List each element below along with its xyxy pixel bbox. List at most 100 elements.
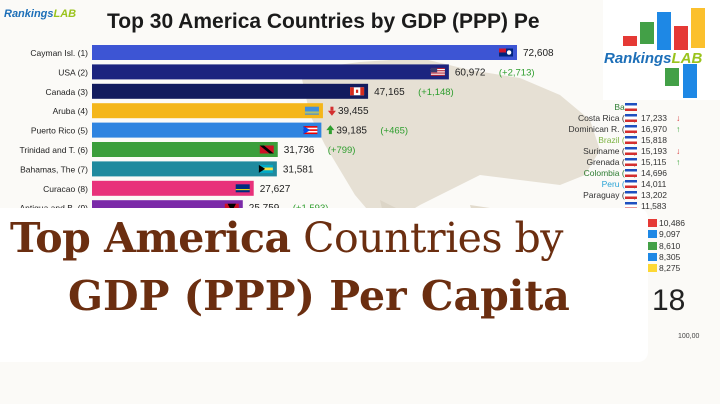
side-list-row: Colombia (22) 14,696 xyxy=(555,168,720,179)
side-list-label: Dominican R. (18) xyxy=(568,124,638,134)
flag-icon xyxy=(303,126,318,135)
bar xyxy=(92,103,323,119)
logo-bar xyxy=(657,12,671,50)
flag-icon xyxy=(259,145,274,154)
bar-change-label: (+2,713) xyxy=(499,67,535,78)
logo-bar xyxy=(674,26,688,50)
bar xyxy=(92,45,517,60)
logo-text: RankingsLAB xyxy=(604,50,703,67)
side-list-value: 8,305 xyxy=(659,251,681,262)
rankingslab-logo: RankingsLAB xyxy=(603,0,720,100)
side-list-value: 14,011 xyxy=(641,179,667,189)
flag-icon xyxy=(648,241,657,250)
bar-category-label: Cayman Isl. (1) xyxy=(30,48,88,58)
flag-icon xyxy=(304,106,319,115)
bar-change-label: (+799) xyxy=(328,145,356,156)
bar-value-label: 27,627 xyxy=(260,184,291,195)
bar-row: Curacao (8) 27,627 xyxy=(43,180,291,196)
flag-icon xyxy=(625,136,637,144)
brand-label: RankingsLAB xyxy=(4,8,77,20)
side-list-label: Brazil (19) xyxy=(598,135,637,145)
side-list-row: Barba xyxy=(555,102,720,113)
bar-category-label: USA (2) xyxy=(58,67,88,77)
side-list-row: 8,275 xyxy=(648,263,720,274)
bar-value-label: 47,165 xyxy=(374,87,405,98)
flag-icon xyxy=(430,67,445,76)
bar-category-label: Curacao (8) xyxy=(43,184,88,194)
side-list-row: Suriname (20) 15,193 ↓ xyxy=(555,146,720,157)
bar-value-label: 60,972 xyxy=(455,67,486,78)
side-list-row: Paraguay (24) 13,202 xyxy=(555,190,720,201)
banner-title-line-2: GDP (PPP) Per Capita xyxy=(68,272,570,320)
flag-icon xyxy=(648,230,657,239)
logo-bar xyxy=(640,22,654,44)
side-list-value: 13,202 xyxy=(641,190,667,200)
bar-value-label: 31,581 xyxy=(283,164,314,175)
arrow-down-icon: ↓ xyxy=(676,113,681,123)
arrow-up-icon: ↑ xyxy=(676,157,681,167)
side-list-row: Dominican R. (18) 16,970 ↑ xyxy=(555,124,720,135)
arrow-up-icon xyxy=(326,125,335,135)
flag-icon xyxy=(625,180,637,188)
side-list-label: Paraguay (24) xyxy=(583,190,637,200)
bar-change-label: (+1,148) xyxy=(418,87,454,98)
side-list-label: Grenada (21) xyxy=(586,157,637,167)
bar-change-label: (+465) xyxy=(380,126,408,137)
side-ranking-list: BarbaCosta Rica (17)17,233↓Dominican R. … xyxy=(555,102,720,272)
logo-bar xyxy=(665,68,679,86)
bar xyxy=(92,161,277,177)
bar xyxy=(92,142,278,157)
bar-row: Bahamas, The (7) 31,581 xyxy=(20,161,314,177)
side-list-value: 10,486 xyxy=(659,218,685,228)
flag-icon xyxy=(499,48,513,57)
flag-icon xyxy=(258,164,273,173)
title-banner xyxy=(0,208,648,362)
side-list-value: 9,097 xyxy=(659,229,681,240)
side-list-row: Brazil (19) 15,818 xyxy=(555,135,720,146)
side-list-row: 9,097 xyxy=(648,229,720,240)
flag-icon xyxy=(224,203,239,212)
bar-category-label: Bahamas, The (7) xyxy=(20,164,88,174)
flag-icon xyxy=(625,191,637,199)
logo-bar xyxy=(691,8,705,48)
bar-category-label: Trinidad and T. (6) xyxy=(19,145,88,155)
bar-value-label: 39,185 xyxy=(336,126,367,137)
side-list-value: 16,970 xyxy=(641,124,667,134)
bar-value-label: 72,608 xyxy=(523,48,554,59)
side-list-row: 8,610 xyxy=(648,241,720,252)
side-list-row: 10,486 xyxy=(648,218,720,229)
bar xyxy=(92,64,449,80)
bar-category-label: Canada (3) xyxy=(45,87,88,97)
flag-icon xyxy=(625,169,637,177)
bar-row: Puerto Rico (5) 39,185 (+465) xyxy=(31,122,408,138)
side-list-label: Peru (23) xyxy=(601,179,637,189)
flag-icon xyxy=(625,202,637,210)
flag-icon xyxy=(625,103,637,111)
flag-icon xyxy=(648,252,657,261)
bar-row: Aruba (4) 39,455 xyxy=(53,103,369,119)
arrow-down-icon: ↓ xyxy=(676,146,681,156)
flag-icon xyxy=(625,114,637,122)
side-list-row: Costa Rica (17) 17,233 ↓ xyxy=(555,113,720,124)
side-list-row: 11,583 xyxy=(555,201,720,212)
side-list-row: Peru (23) 14,011 xyxy=(555,179,720,190)
logo-bar xyxy=(623,36,637,46)
side-list-value: 15,193 xyxy=(641,146,667,156)
logo-bar xyxy=(683,64,697,98)
bar-value-label: 39,455 xyxy=(338,106,369,117)
chart-title: Top 30 America Countries by GDP (PPP) Pe xyxy=(107,10,540,33)
arrow-up-icon: ↑ xyxy=(676,124,681,134)
banner-title-line-1: Top America Countries by xyxy=(10,214,563,262)
side-list-value: 15,115 xyxy=(641,157,667,167)
bar-value-label: 31,736 xyxy=(284,145,315,156)
flag-icon xyxy=(350,87,365,96)
side-list-value: 8,275 xyxy=(659,263,681,274)
side-list-value: 8,610 xyxy=(659,240,681,251)
axis-tick-label: 100,00 xyxy=(678,333,700,340)
bar-row: Cayman Isl. (1) 72,608 xyxy=(30,45,554,60)
bar xyxy=(92,83,369,99)
flag-icon xyxy=(625,147,637,155)
side-list-label: Suriname (20) xyxy=(583,146,637,156)
